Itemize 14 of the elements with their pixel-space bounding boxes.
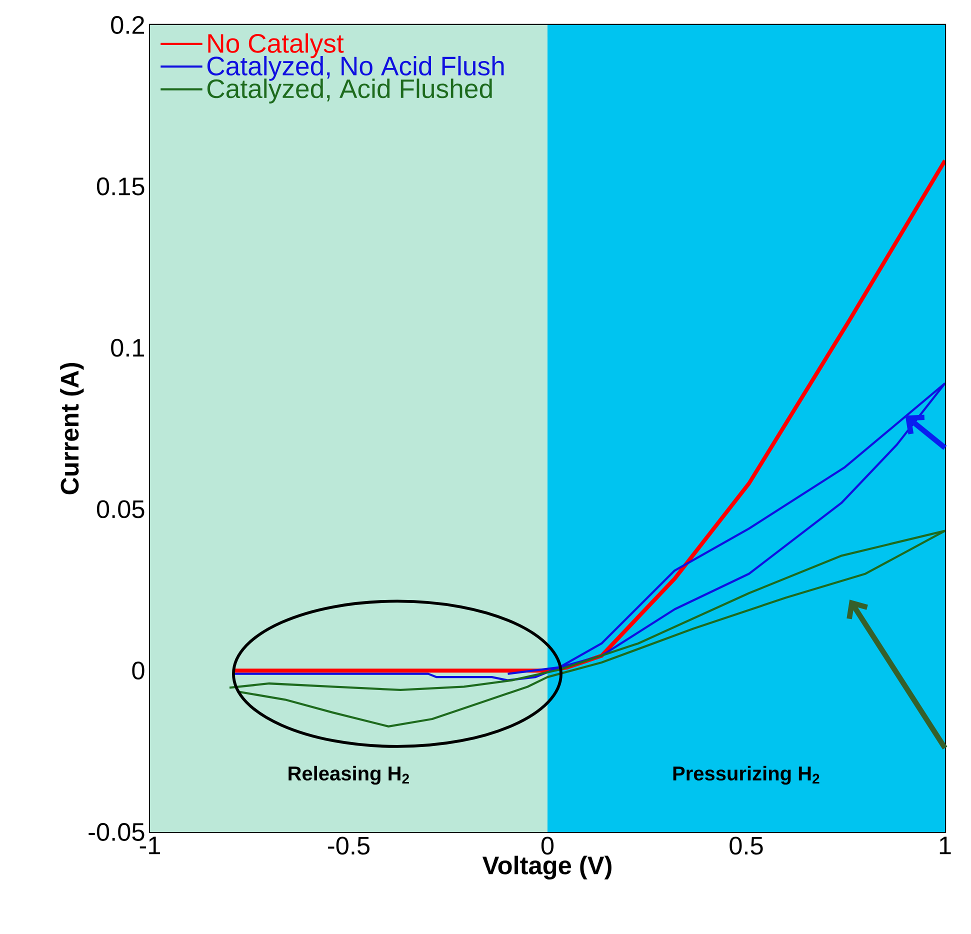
y-tick-label: 0.15	[96, 177, 144, 196]
x-tick-label: -0.5	[328, 836, 370, 855]
y-tick-label: 0.1	[111, 338, 144, 357]
band-label: Pressurizing H$_{2}$	[673, 766, 820, 785]
x-tick-label: 1	[940, 836, 951, 854]
y-tick-label: 0	[132, 662, 144, 680]
y-axis-title: Current (A)	[60, 362, 84, 494]
x-tick-label: 0.5	[730, 836, 763, 855]
x-tick-label: 0	[541, 836, 554, 855]
legend-label: Catalyzed, Acid Flushed	[207, 78, 492, 104]
y-tick-label: 0.05	[96, 500, 144, 518]
y-tick-label: 0.2	[111, 16, 144, 34]
band-label: Releasing H$_{2}$	[288, 766, 409, 785]
x-axis-title: Voltage (V)	[482, 856, 612, 880]
